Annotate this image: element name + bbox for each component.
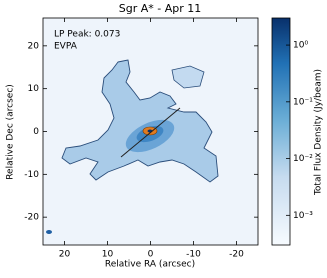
x-tick-label: -20 — [229, 250, 244, 260]
y-tick-label: 20 — [28, 41, 40, 51]
colorbar-tick-label: 10⁻¹ — [293, 97, 313, 107]
x-tick-label: 0 — [148, 250, 154, 260]
y-tick-label: 0 — [33, 127, 39, 137]
colorbar-label: Total Flux Density (Jy/beam) — [314, 69, 324, 196]
colorbar-tick-label: 10⁰ — [293, 41, 308, 51]
annotation: LP Peak: 0.073 — [54, 30, 120, 40]
colorbar — [271, 17, 291, 246]
map — [43, 18, 258, 245]
colorbar-tick-label: 10⁻² — [293, 154, 313, 164]
chart-title: Sgr A* - Apr 11 — [119, 2, 202, 15]
colorbar-tick-label: 10⁻³ — [293, 211, 313, 221]
annotation: EVPA — [54, 42, 78, 52]
y-axis-label: Relative Dec (arcsec) — [6, 84, 16, 180]
x-tick-label: 20 — [59, 250, 71, 260]
x-tick-label: 10 — [102, 250, 114, 260]
x-tick-label: -10 — [186, 250, 201, 260]
y-tick-label: -20 — [24, 213, 39, 223]
x-axis-label: Relative RA (arcsec) — [105, 260, 195, 270]
y-tick-label: -10 — [24, 170, 39, 180]
y-tick-label: 10 — [28, 84, 40, 94]
